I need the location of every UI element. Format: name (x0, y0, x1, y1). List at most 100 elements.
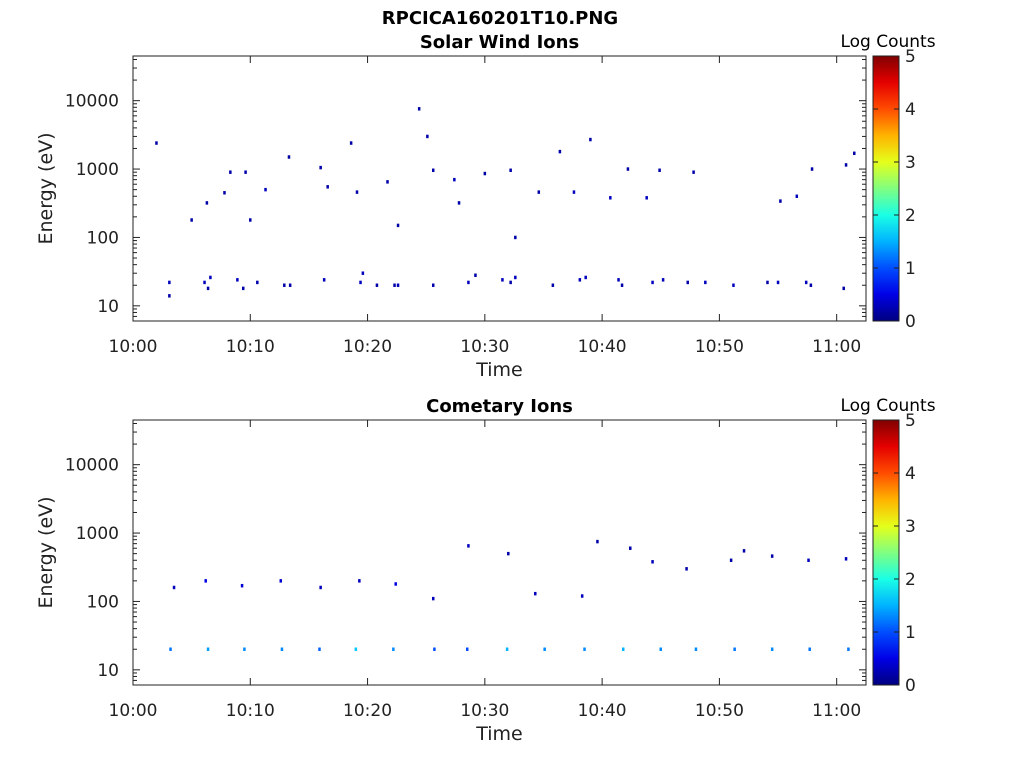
data-cell (431, 596, 435, 601)
data-cell (645, 196, 648, 200)
data-cell (501, 278, 504, 282)
data-cell (206, 286, 210, 291)
y-tick-label: 10000 (65, 456, 119, 476)
y-tick-label: 10 (97, 661, 119, 681)
data-cell (692, 170, 695, 174)
data-cell (583, 647, 586, 651)
data-cell (483, 171, 487, 176)
data-cell (729, 558, 733, 563)
data-cell (243, 647, 246, 651)
data-cell (770, 554, 774, 558)
data-cell (249, 218, 252, 222)
colorbar-label: Log Counts (840, 396, 935, 416)
colorbar (872, 419, 900, 686)
figure-title: RPCICA160201T10.PNG (382, 8, 618, 29)
data-cell (534, 591, 537, 596)
data-cell (661, 278, 665, 282)
colorbar-tick-label: 0 (905, 676, 916, 696)
colorbar-tick-label: 2 (905, 206, 916, 226)
plot-area (132, 55, 867, 322)
y-tick-label: 10000 (65, 92, 119, 112)
data-cell (810, 167, 814, 171)
data-cell (558, 149, 562, 154)
data-cell (514, 275, 517, 280)
data-cell (169, 647, 172, 651)
data-cells (155, 107, 856, 298)
x-tick-label: 10:30 (460, 701, 509, 721)
data-cell (326, 185, 329, 189)
y-tick-label: 100 (87, 228, 119, 248)
x-tick-label: 10:50 (695, 337, 744, 357)
data-cell (155, 141, 158, 145)
data-cell (659, 647, 663, 651)
colorbar-tick-label: 3 (905, 517, 916, 537)
data-cell (685, 567, 688, 571)
data-cell (279, 579, 283, 583)
data-cell (453, 177, 456, 182)
x-tick-label: 10:10 (226, 701, 275, 721)
data-cell (256, 280, 259, 285)
data-cell (433, 647, 436, 651)
data-cells (169, 539, 850, 651)
data-cell (620, 283, 624, 287)
data-cell (359, 280, 362, 285)
colorbar-tick-label: 2 (905, 570, 916, 590)
x-tick-label: 10:00 (109, 337, 158, 357)
data-cell (626, 167, 630, 171)
y-tick-label: 10 (97, 297, 119, 317)
colorbar-tick-label: 1 (905, 259, 916, 279)
data-cell (396, 223, 400, 228)
data-cell (572, 190, 576, 194)
data-cell (580, 594, 584, 598)
data-cell (651, 280, 654, 285)
x-axis-label: Time (475, 359, 523, 381)
data-cell (795, 194, 799, 199)
data-cell (847, 647, 850, 651)
data-cell (206, 647, 210, 651)
data-cell (474, 273, 477, 277)
data-cell (205, 201, 209, 205)
data-cell (318, 647, 321, 651)
data-cell (621, 647, 625, 651)
data-cell (514, 235, 517, 240)
data-cell (375, 283, 379, 287)
colorbar-tick-label: 4 (905, 464, 916, 484)
data-cell (807, 558, 810, 563)
data-cell (766, 280, 769, 285)
data-cell (457, 201, 461, 205)
x-tick-label: 10:20 (343, 337, 392, 357)
data-cell (168, 294, 171, 298)
data-cell (431, 168, 435, 172)
data-cell (543, 647, 546, 651)
data-cell (354, 647, 358, 651)
x-tick-label: 10:00 (109, 701, 158, 721)
data-cell (629, 546, 632, 550)
y-tick-label: 1000 (76, 160, 119, 180)
data-cell (264, 187, 267, 192)
data-cell (223, 191, 226, 195)
data-cell (244, 170, 247, 174)
data-cell (209, 275, 212, 280)
data-cell (686, 280, 689, 285)
y-tick-label: 1000 (76, 524, 119, 544)
data-cell (844, 163, 848, 167)
data-cell (190, 218, 193, 222)
x-tick-label: 10:30 (460, 337, 509, 357)
data-cell (742, 549, 746, 553)
data-cell (809, 283, 813, 287)
data-cell (236, 278, 239, 282)
x-tick-label: 10:40 (578, 337, 627, 357)
plot-area (132, 419, 867, 686)
data-cell (844, 557, 848, 561)
data-cell (467, 544, 470, 548)
y-tick-label: 100 (87, 592, 119, 612)
data-cell (288, 283, 292, 287)
x-axis-label: Time (475, 723, 523, 745)
data-cell (609, 196, 612, 200)
panel-title: Solar Wind Ions (420, 32, 579, 53)
data-cell (358, 579, 361, 583)
data-cell (203, 280, 206, 285)
